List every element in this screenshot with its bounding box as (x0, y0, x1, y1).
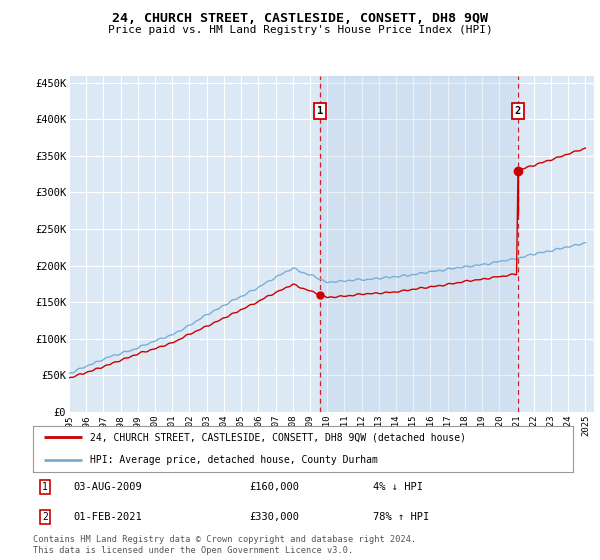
Text: 24, CHURCH STREET, CASTLESIDE, CONSETT, DH8 9QW (detached house): 24, CHURCH STREET, CASTLESIDE, CONSETT, … (90, 432, 466, 442)
Text: 4% ↓ HPI: 4% ↓ HPI (373, 482, 423, 492)
Text: 1: 1 (42, 482, 48, 492)
Text: 03-AUG-2009: 03-AUG-2009 (74, 482, 142, 492)
Text: 24, CHURCH STREET, CASTLESIDE, CONSETT, DH8 9QW: 24, CHURCH STREET, CASTLESIDE, CONSETT, … (112, 12, 488, 25)
Text: 1: 1 (317, 106, 323, 116)
Bar (320, 76, 518, 412)
Text: 01-FEB-2021: 01-FEB-2021 (74, 512, 142, 522)
Text: 2: 2 (42, 512, 48, 522)
Text: £330,000: £330,000 (249, 512, 299, 522)
Text: 2: 2 (515, 106, 521, 116)
Text: Contains HM Land Registry data © Crown copyright and database right 2024.
This d: Contains HM Land Registry data © Crown c… (33, 535, 416, 555)
Text: 78% ↑ HPI: 78% ↑ HPI (373, 512, 430, 522)
Text: Price paid vs. HM Land Registry's House Price Index (HPI): Price paid vs. HM Land Registry's House … (107, 25, 493, 35)
Text: HPI: Average price, detached house, County Durham: HPI: Average price, detached house, Coun… (90, 455, 377, 465)
Text: £160,000: £160,000 (249, 482, 299, 492)
